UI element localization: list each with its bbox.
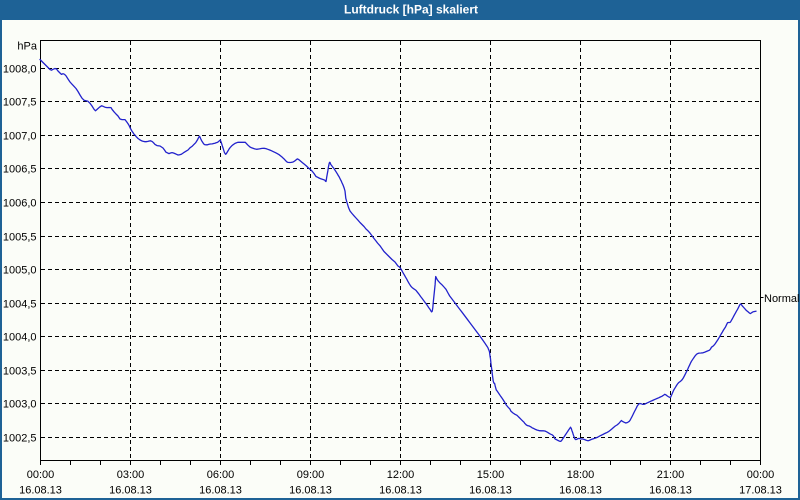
svg-text:03:00: 03:00 xyxy=(117,469,145,481)
svg-text:1006,5: 1006,5 xyxy=(3,164,37,176)
svg-text:12:00: 12:00 xyxy=(387,469,415,481)
svg-text:17.08.13: 17.08.13 xyxy=(739,485,782,497)
svg-text:1004,0: 1004,0 xyxy=(3,332,37,344)
svg-text:00:00: 00:00 xyxy=(27,469,55,481)
svg-text:1002,5: 1002,5 xyxy=(3,433,37,445)
svg-text:16.08.13: 16.08.13 xyxy=(109,485,152,497)
svg-text:Normal: Normal xyxy=(764,293,799,305)
svg-text:18:00: 18:00 xyxy=(567,469,595,481)
svg-text:15:00: 15:00 xyxy=(477,469,505,481)
svg-text:16.08.13: 16.08.13 xyxy=(289,485,332,497)
svg-text:16.08.13: 16.08.13 xyxy=(379,485,422,497)
svg-text:09:00: 09:00 xyxy=(297,469,325,481)
svg-text:1007,0: 1007,0 xyxy=(3,131,37,143)
svg-text:1007,5: 1007,5 xyxy=(3,97,37,109)
svg-text:00:00: 00:00 xyxy=(747,469,775,481)
svg-text:1004,5: 1004,5 xyxy=(3,299,37,311)
svg-text:06:00: 06:00 xyxy=(207,469,235,481)
svg-text:1003,5: 1003,5 xyxy=(3,366,37,378)
svg-text:1003,0: 1003,0 xyxy=(3,399,37,411)
svg-text:Luftdruck [hPa] skaliert: Luftdruck [hPa] skaliert xyxy=(344,3,478,17)
svg-text:1005,0: 1005,0 xyxy=(3,265,37,277)
svg-text:16.08.13: 16.08.13 xyxy=(19,485,62,497)
svg-text:16.08.13: 16.08.13 xyxy=(649,485,692,497)
svg-text:1005,5: 1005,5 xyxy=(3,232,37,244)
svg-text:16.08.13: 16.08.13 xyxy=(469,485,512,497)
svg-text:hPa: hPa xyxy=(17,41,37,53)
svg-text:1008,0: 1008,0 xyxy=(3,64,37,76)
svg-text:16.08.13: 16.08.13 xyxy=(559,485,602,497)
svg-text:1006,0: 1006,0 xyxy=(3,198,37,210)
svg-text:16.08.13: 16.08.13 xyxy=(199,485,242,497)
svg-text:21:00: 21:00 xyxy=(657,469,685,481)
